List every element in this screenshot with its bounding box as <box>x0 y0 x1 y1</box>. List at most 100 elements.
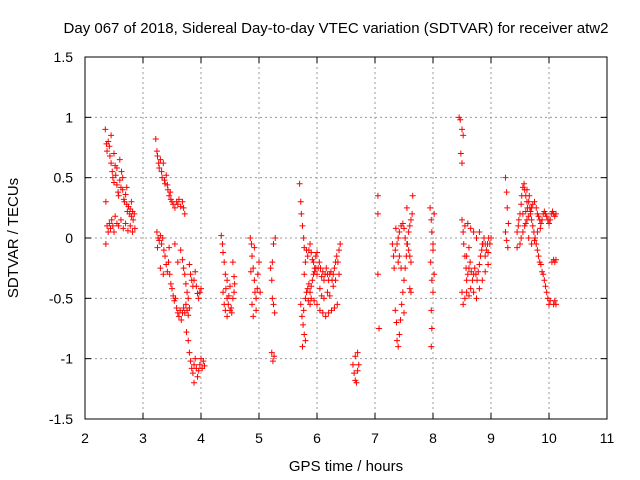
x-tick-label: 4 <box>197 430 205 446</box>
data-point <box>428 307 435 314</box>
data-point <box>395 235 402 241</box>
data-point <box>193 283 200 290</box>
data-point <box>251 244 258 251</box>
data-point <box>531 237 538 244</box>
data-point <box>224 313 231 320</box>
data-point <box>331 265 338 272</box>
data-point <box>461 295 468 302</box>
data-point <box>251 289 258 296</box>
data-point <box>296 180 303 187</box>
x-tick-label: 9 <box>487 430 495 446</box>
data-point <box>175 196 182 203</box>
data-point <box>181 210 188 217</box>
data-point <box>354 367 361 374</box>
data-point <box>248 241 255 248</box>
data-point <box>392 247 399 254</box>
data-point <box>459 160 465 167</box>
data-point <box>467 259 474 266</box>
data-point <box>473 295 480 302</box>
data-point <box>177 247 184 254</box>
data-point <box>476 228 483 235</box>
data-point <box>269 259 276 266</box>
data-point <box>253 295 260 302</box>
data-point <box>163 172 170 179</box>
data-point <box>115 222 122 229</box>
data-point <box>157 265 164 272</box>
data-point <box>467 285 474 292</box>
data-point <box>164 181 171 188</box>
data-point <box>316 285 323 292</box>
data-point <box>535 213 542 220</box>
data-point <box>540 271 547 278</box>
data-point <box>297 198 304 205</box>
data-point <box>198 285 204 292</box>
data-point <box>115 189 122 196</box>
data-point <box>473 235 480 241</box>
data-point <box>552 210 559 217</box>
data-point <box>398 265 405 272</box>
data-point <box>535 253 542 260</box>
data-point <box>526 192 533 199</box>
data-point <box>249 301 256 308</box>
data-point <box>515 222 522 229</box>
data-point <box>318 273 325 280</box>
data-point <box>459 216 465 223</box>
data-point <box>195 367 202 374</box>
data-point <box>269 358 276 365</box>
data-point <box>407 259 414 266</box>
data-point <box>185 337 192 344</box>
data-point <box>521 180 528 187</box>
data-point <box>191 379 198 386</box>
data-point <box>523 186 530 193</box>
data-point <box>467 225 474 232</box>
data-point <box>518 201 525 208</box>
data-point <box>460 228 467 235</box>
data-point <box>355 361 362 368</box>
data-point <box>430 289 436 296</box>
y-tick-label: 0.5 <box>54 170 74 186</box>
data-point <box>131 210 138 217</box>
data-point <box>180 304 187 311</box>
data-point <box>177 203 184 210</box>
data-point <box>395 343 402 350</box>
data-point <box>184 289 191 296</box>
data-point <box>311 265 318 272</box>
data-point <box>311 297 318 304</box>
data-point <box>117 216 124 223</box>
data-point <box>116 156 123 163</box>
data-point <box>301 271 308 278</box>
data-point <box>537 220 544 227</box>
data-point <box>324 289 331 296</box>
data-point <box>171 204 178 211</box>
data-point <box>156 237 163 244</box>
y-axis-label: SDTVAR / TECUs <box>5 178 22 298</box>
data-point <box>537 261 544 268</box>
x-tick-label: 8 <box>429 430 437 446</box>
data-point <box>334 259 341 266</box>
data-point <box>300 321 307 328</box>
data-point <box>464 271 471 278</box>
y-tick-label: -1.5 <box>49 411 73 427</box>
chart-title: Day 067 of 2018, Sidereal Day-to-day VTE… <box>64 20 609 37</box>
data-point <box>229 295 236 302</box>
data-point <box>229 259 236 266</box>
data-point <box>185 295 192 302</box>
data-point <box>503 237 510 244</box>
data-point <box>397 317 404 324</box>
data-point <box>403 204 410 211</box>
data-point <box>167 189 174 196</box>
data-point <box>304 285 311 292</box>
data-point <box>525 198 532 205</box>
data-point <box>105 228 112 235</box>
data-point <box>166 271 173 278</box>
data-point <box>189 370 196 377</box>
data-point <box>401 277 407 284</box>
data-point <box>330 283 337 290</box>
data-point <box>191 277 198 284</box>
data-point <box>106 220 113 227</box>
data-point <box>251 277 258 284</box>
data-point <box>331 304 338 311</box>
data-point <box>108 132 115 139</box>
data-point <box>349 361 356 368</box>
data-point <box>180 265 187 272</box>
